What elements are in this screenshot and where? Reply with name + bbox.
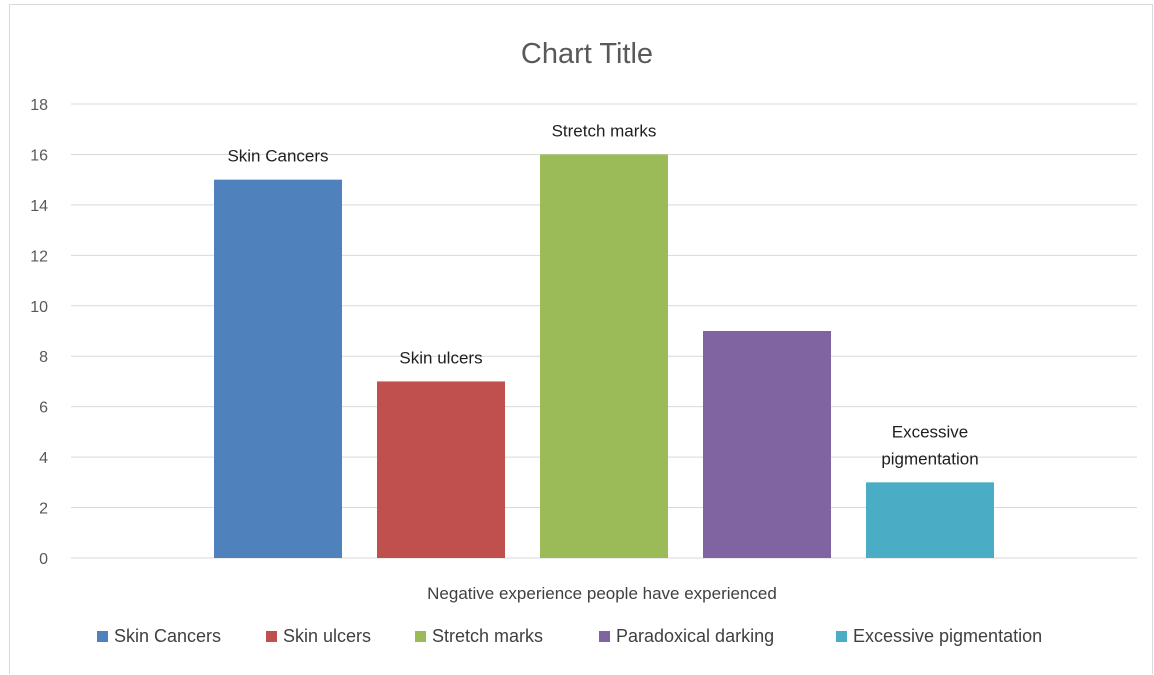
legend: Skin Cancers Skin ulcers Stretch marks Para… (97, 626, 1042, 646)
bar (703, 331, 831, 558)
data-label: Excessive (892, 422, 969, 441)
y-tick-label: 0 (39, 551, 48, 568)
y-tick-label: 12 (30, 248, 48, 265)
y-tick-label: 18 (30, 97, 48, 114)
bar (377, 381, 505, 558)
y-tick-label: 10 (30, 299, 48, 316)
x-axis-label: Negative experience people have experien… (427, 584, 777, 603)
y-tick-label: 14 (30, 198, 48, 215)
data-labels: Skin Cancers Skin ulcers Stretch marks Exce… (227, 121, 978, 468)
data-label: pigmentation (881, 449, 978, 468)
legend-label: Skin Cancers (114, 626, 221, 646)
legend-swatch (599, 631, 610, 642)
y-tick-label: 8 (39, 349, 48, 366)
legend-label: Skin ulcers (283, 626, 371, 646)
bars (214, 154, 994, 558)
y-tick-label: 6 (39, 400, 48, 417)
legend-swatch (415, 631, 426, 642)
data-label: Stretch marks (552, 121, 657, 140)
bar (214, 179, 342, 558)
data-label: Skin Cancers (227, 147, 328, 166)
bar (540, 154, 668, 558)
legend-label: Paradoxical darking (616, 626, 774, 646)
chart-svg: Chart Title 0 2 4 6 8 10 12 14 16 18 Skin Cancers… (30, 38, 1137, 646)
chart-frame: Chart Title 0 2 4 6 8 10 12 14 16 18 Skin Cancers… (9, 4, 1153, 674)
y-tick-label: 2 (39, 501, 48, 518)
legend-label: Stretch marks (432, 626, 543, 646)
bar (866, 482, 994, 558)
chart-title: Chart Title (521, 38, 653, 70)
legend-swatch (266, 631, 277, 642)
legend-swatch (836, 631, 847, 642)
data-label: Skin ulcers (399, 348, 482, 367)
y-tick-label: 4 (39, 450, 48, 467)
legend-label: Excessive pigmentation (853, 626, 1042, 646)
y-tick-label: 16 (30, 147, 48, 164)
y-axis-ticks: 0 2 4 6 8 10 12 14 16 18 (30, 97, 48, 568)
legend-swatch (97, 631, 108, 642)
